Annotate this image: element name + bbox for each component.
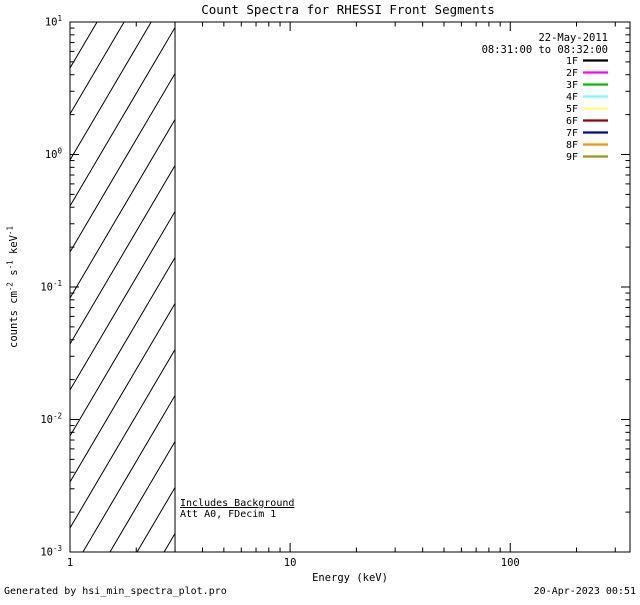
legend-date: 22-May-2011: [538, 32, 608, 44]
legend-time-range: 08:31:00 to 08:32:00: [482, 44, 608, 56]
hatch-line: [70, 257, 176, 437]
y-tick-label: 10-1: [40, 279, 62, 294]
legend-entry-9F: 9F: [566, 152, 608, 163]
y-tick-label: 10-2: [40, 412, 62, 427]
hatch-line: [70, 303, 176, 483]
footer-datetime: 20-Apr-2023 00:51: [534, 586, 636, 597]
hatch-line: [70, 119, 176, 299]
axes-layer: [69, 21, 631, 553]
legend-entry-2F: 2F: [566, 68, 608, 79]
hatch-line: [109, 441, 176, 552]
hatch-line: [70, 22, 125, 115]
legend-entry-5F: 5F: [566, 104, 608, 115]
legend-label: 8F: [566, 140, 578, 151]
xaxis-label: Energy (keV): [312, 572, 388, 584]
legend-entry-4F: 4F: [566, 92, 608, 103]
footer-generated-by: Generated by hsi_min_spectra_plot.pro: [4, 586, 227, 597]
legend-label: 1F: [566, 56, 578, 67]
hatch-line: [70, 73, 176, 253]
legend-entry-8F: 8F: [566, 140, 608, 151]
chart-title: Count Spectra for RHESSI Front Segments: [201, 2, 495, 17]
hatch-line: [82, 395, 176, 552]
legend-label: 5F: [566, 104, 578, 115]
legend-label: 7F: [566, 128, 578, 139]
annotation-includes-background: Includes Background: [180, 498, 294, 509]
hatch-line: [136, 487, 176, 552]
legend-label: 4F: [566, 92, 578, 103]
x-tick-label: 100: [501, 557, 520, 569]
legend-label: 3F: [566, 80, 578, 91]
hatch-line: [70, 165, 176, 345]
hatch-line: [70, 211, 176, 391]
x-tick-label: 10: [284, 557, 297, 569]
hatch-line: [70, 22, 152, 161]
legend-entry-3F: 3F: [566, 80, 608, 91]
x-tick-label: 1: [67, 557, 73, 569]
plot-frame: [69, 21, 631, 553]
hatch-line: [70, 349, 176, 529]
hatch-line: [70, 22, 98, 69]
hatch-lines: [70, 22, 176, 552]
legend-label: 6F: [566, 116, 578, 127]
yaxis-label: counts cm-2 s-1 keV-1: [6, 226, 21, 348]
hatch-line: [70, 22, 71, 23]
legend-label: 9F: [566, 152, 578, 163]
legend-label: 2F: [566, 68, 578, 79]
hatched-region-layer: [70, 22, 176, 552]
annotation-att-fdecim: Att A0, FDecim 1: [180, 509, 276, 520]
legend-entry-1F: 1F: [566, 56, 608, 67]
y-tick-label: 100: [45, 147, 63, 162]
hatch-line: [70, 27, 176, 207]
tick-label-layer: 1 10 100 101 100 10-1 10-2 10-3 counts cm-2 s-1 …: [6, 14, 520, 569]
y-tick-label: 101: [45, 14, 62, 29]
legend-entry-7F: 7F: [566, 128, 608, 139]
y-tick-label: 10-3: [40, 544, 62, 559]
legend-entry-6F: 6F: [566, 116, 608, 127]
